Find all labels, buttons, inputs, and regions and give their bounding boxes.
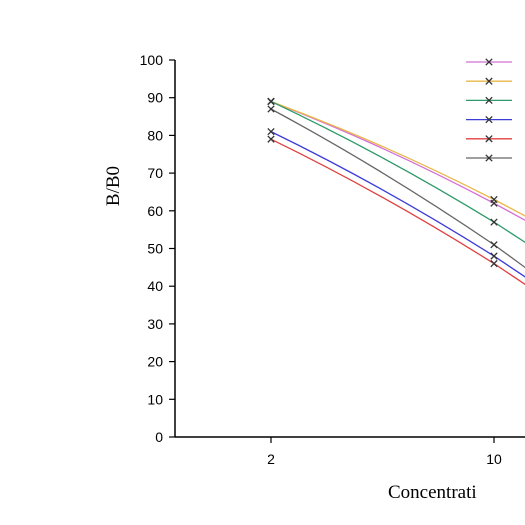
series-6 [267, 105, 525, 269]
legend-marker [485, 96, 493, 105]
data-point [490, 259, 498, 268]
x-tick-label: 10 [486, 451, 502, 467]
y-tick-label: 70 [147, 165, 163, 181]
data-point [490, 252, 498, 260]
legend-item-6 [466, 154, 512, 162]
series-3 [267, 97, 525, 244]
series-line [270, 138, 525, 286]
data-point [267, 97, 275, 106]
y-tick-label: 50 [147, 241, 163, 257]
legend-item-4 [466, 115, 512, 124]
legend-marker [485, 135, 493, 143]
legend-marker [485, 77, 493, 85]
data-point [490, 195, 498, 204]
data-point [267, 127, 275, 136]
data-point [267, 135, 275, 143]
y-tick-label: 80 [147, 127, 163, 143]
series-line [270, 100, 525, 217]
legend-item-3 [466, 96, 512, 105]
legend-marker [485, 115, 493, 124]
x-ticks: 2 10 [267, 437, 502, 467]
axes [174, 60, 525, 438]
y-tick-label: 10 [147, 391, 163, 407]
data-point [490, 218, 498, 226]
y-ticks: 0 10 20 30 40 50 60 70 80 90 100 [140, 52, 175, 445]
series-4 [267, 127, 525, 278]
y-axis-title: B/B0 [103, 166, 124, 206]
y-tick-label: 20 [147, 354, 163, 370]
y-tick-label: 40 [147, 278, 163, 294]
y-tick-label: 30 [147, 316, 163, 332]
y-tick-label: 60 [147, 203, 163, 219]
data-point [490, 241, 498, 249]
legend-item-1 [466, 58, 512, 66]
series-5 [267, 135, 525, 286]
series-line [270, 131, 525, 278]
legend [466, 58, 512, 162]
x-axis-title: Concentrati [388, 482, 477, 503]
legend-marker [485, 154, 493, 162]
y-tick-label: 0 [155, 429, 163, 445]
series-line [270, 108, 525, 269]
series-layer [267, 97, 525, 286]
legend-item-2 [466, 77, 512, 85]
y-tick-label: 100 [140, 52, 164, 68]
x-tick-label: 2 [267, 451, 275, 467]
data-point [267, 105, 275, 113]
series-line [270, 100, 525, 244]
legend-marker [485, 58, 493, 66]
y-tick-label: 90 [147, 90, 163, 106]
legend-item-5 [466, 135, 512, 143]
